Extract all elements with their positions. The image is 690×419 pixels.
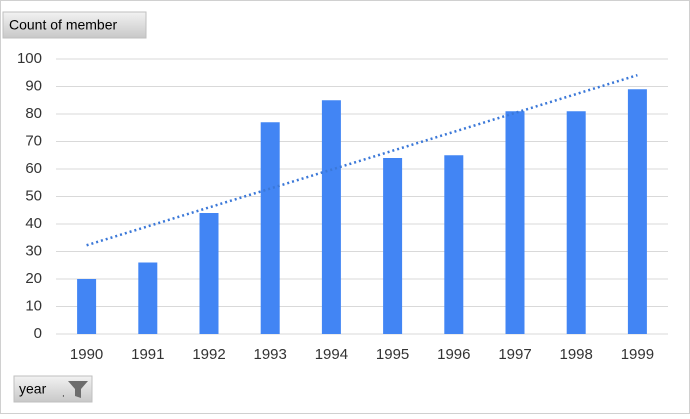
bar bbox=[260, 122, 280, 334]
trendline bbox=[86, 73, 638, 247]
y-tick-label: 30 bbox=[25, 242, 42, 259]
y-tick-label: 0 bbox=[34, 325, 42, 342]
x-tick-label: 1999 bbox=[621, 346, 654, 363]
bar bbox=[627, 89, 647, 334]
y-tick-label: 100 bbox=[17, 50, 42, 67]
y-tick-label: 60 bbox=[25, 160, 42, 177]
y-tick-label: 20 bbox=[25, 270, 42, 287]
bar bbox=[383, 158, 403, 334]
bar bbox=[321, 100, 341, 334]
value-field-label: Count of member bbox=[9, 17, 117, 33]
y-tick-label: 70 bbox=[25, 132, 42, 149]
y-tick-label: 80 bbox=[25, 105, 42, 122]
bar bbox=[444, 155, 464, 334]
bar bbox=[77, 279, 97, 334]
x-tick-label: 1997 bbox=[498, 346, 531, 363]
y-tick-label: 10 bbox=[25, 297, 42, 314]
x-tick-label: 1998 bbox=[560, 346, 593, 363]
bar bbox=[199, 213, 219, 334]
y-tick-label: 40 bbox=[25, 215, 42, 232]
x-tick-label: 1992 bbox=[192, 346, 225, 363]
y-tick-label: 90 bbox=[25, 77, 42, 94]
button-background bbox=[2, 11, 147, 39]
y-tick-label: 50 bbox=[25, 187, 42, 204]
value-field-button[interactable]: Count of member bbox=[2, 11, 147, 39]
x-tick-label: 1991 bbox=[131, 346, 164, 363]
x-tick-label: 1996 bbox=[437, 346, 470, 363]
x-tick-label: 1995 bbox=[376, 346, 409, 363]
x-tick-label: 1990 bbox=[70, 346, 103, 363]
bar bbox=[505, 111, 525, 334]
bar bbox=[566, 111, 586, 334]
axis-field-label: year bbox=[19, 381, 47, 397]
bar bbox=[138, 262, 158, 334]
dropdown-dot: . bbox=[62, 389, 65, 400]
axis-field-button[interactable]: year . bbox=[13, 375, 93, 403]
x-tick-label: 1994 bbox=[315, 346, 348, 363]
x-tick-label: 1993 bbox=[254, 346, 287, 363]
filter-icon bbox=[68, 381, 88, 398]
